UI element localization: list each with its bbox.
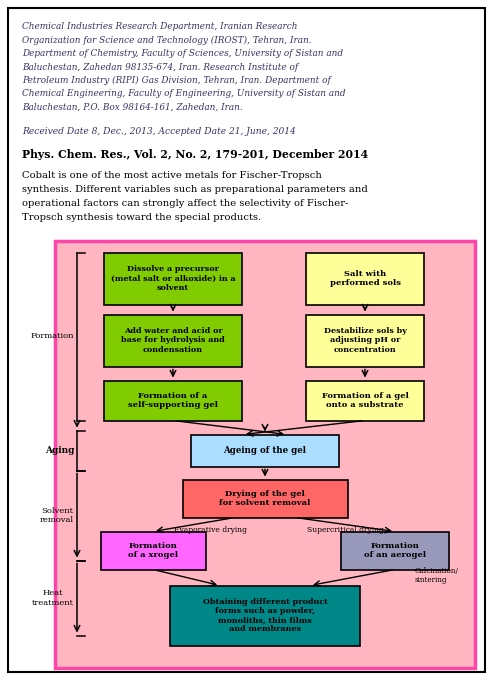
FancyBboxPatch shape <box>306 314 424 367</box>
Text: Solvent
removal: Solvent removal <box>40 507 74 524</box>
Text: Calcination/
sintering: Calcination/ sintering <box>415 566 459 583</box>
FancyBboxPatch shape <box>55 241 475 668</box>
Text: Received Date 8, Dec., 2013, Accepted Date 21, June, 2014: Received Date 8, Dec., 2013, Accepted Da… <box>22 126 296 135</box>
FancyBboxPatch shape <box>104 314 242 367</box>
Text: Petroleum Industry (RIPI) Gas Division, Tehran, Iran. Department of: Petroleum Industry (RIPI) Gas Division, … <box>22 76 331 85</box>
Text: Baluchestan, Zahedan 98135-674, Iran. Research Institute of: Baluchestan, Zahedan 98135-674, Iran. Re… <box>22 63 298 71</box>
Text: Formation of a
self-supporting gel: Formation of a self-supporting gel <box>128 392 218 409</box>
Text: Tropsch synthesis toward the special products.: Tropsch synthesis toward the special pro… <box>22 212 261 222</box>
Text: Ageing of the gel: Ageing of the gel <box>223 446 307 455</box>
Text: Formation
of an aerogel: Formation of an aerogel <box>364 542 426 559</box>
Text: Salt with
performed sols: Salt with performed sols <box>329 270 400 287</box>
Text: Organization for Science and Technology (IROST), Tehran, Iran.: Organization for Science and Technology … <box>22 35 312 45</box>
Text: Evaporative drying: Evaporative drying <box>174 526 246 534</box>
Text: Chemical Engineering, Faculty of Engineering, University of Sistan and: Chemical Engineering, Faculty of Enginee… <box>22 90 346 99</box>
FancyBboxPatch shape <box>104 381 242 420</box>
Text: Formation: Formation <box>31 333 74 341</box>
FancyBboxPatch shape <box>101 532 206 570</box>
Text: Aging: Aging <box>45 446 74 455</box>
Text: Destabilize sols by
adjusting pH or
concentration: Destabilize sols by adjusting pH or conc… <box>323 327 406 354</box>
Text: Obtaining different product
forms such as powder,
monoliths, thin films
and memb: Obtaining different product forms such a… <box>203 598 327 633</box>
Text: Cobalt is one of the most active metals for Fischer-Tropsch: Cobalt is one of the most active metals … <box>22 171 322 180</box>
Text: Heat
treatment: Heat treatment <box>32 590 74 607</box>
Text: Baluchestan, P.O. Box 98164-161, Zahedan, Iran.: Baluchestan, P.O. Box 98164-161, Zahedan… <box>22 103 243 112</box>
FancyBboxPatch shape <box>170 585 360 645</box>
Text: Formation
of a xrogel: Formation of a xrogel <box>128 542 178 559</box>
FancyBboxPatch shape <box>306 381 424 420</box>
FancyBboxPatch shape <box>182 479 348 517</box>
Text: Chemical Industries Research Department, Iranian Research: Chemical Industries Research Department,… <box>22 22 297 31</box>
Text: Phys. Chem. Res., Vol. 2, No. 2, 179-201, December 2014: Phys. Chem. Res., Vol. 2, No. 2, 179-201… <box>22 148 368 160</box>
Text: Dissolve a precursor
(metal salt or alkoxide) in a
solvent: Dissolve a precursor (metal salt or alko… <box>111 265 235 292</box>
FancyBboxPatch shape <box>191 435 339 466</box>
Text: Department of Chemistry, Faculty of Sciences, University of Sistan and: Department of Chemistry, Faculty of Scie… <box>22 49 343 58</box>
FancyBboxPatch shape <box>104 252 242 305</box>
Text: Supercritical drying: Supercritical drying <box>307 526 384 534</box>
FancyBboxPatch shape <box>8 8 485 672</box>
FancyBboxPatch shape <box>306 252 424 305</box>
Text: synthesis. Different variables such as preparational parameters and: synthesis. Different variables such as p… <box>22 184 368 194</box>
FancyBboxPatch shape <box>341 532 449 570</box>
Text: Add water and acid or
base for hydrolysis and
condensation: Add water and acid or base for hydrolysi… <box>121 327 225 354</box>
Text: operational factors can strongly affect the selectivity of Fischer-: operational factors can strongly affect … <box>22 199 349 207</box>
Text: Drying of the gel
for solvent removal: Drying of the gel for solvent removal <box>219 490 311 507</box>
Text: Formation of a gel
onto a substrate: Formation of a gel onto a substrate <box>321 392 408 409</box>
